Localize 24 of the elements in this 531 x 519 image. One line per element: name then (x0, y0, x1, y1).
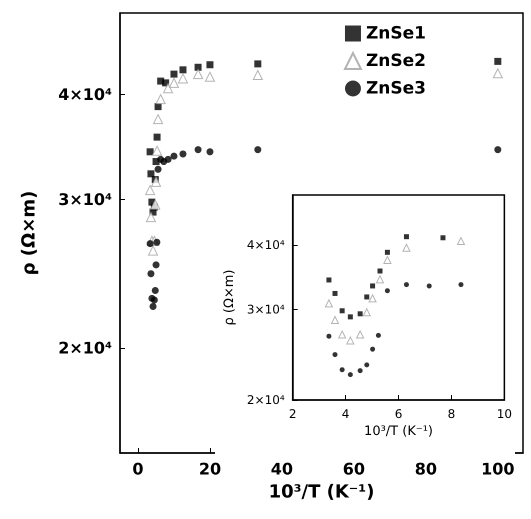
y-tick-label: 4×10⁴ (58, 85, 112, 104)
legend-label: ZnSe1 (366, 24, 426, 44)
y-tick-label: 2×10⁴ (58, 338, 112, 358)
y-tick-label: 3×10⁴ (246, 302, 285, 316)
x-tick-label: 4 (342, 407, 350, 421)
y-axis-title: ρ (Ω×m) (222, 269, 237, 326)
x-tick-label: 0 (132, 460, 144, 478)
x-tick-label: 60 (342, 460, 366, 478)
y-tick-label: 3×10⁴ (58, 190, 112, 210)
x-axis-title: 10³/T (K⁻¹) (268, 482, 374, 502)
x-tick-label: 6 (394, 407, 402, 421)
x-tick-label: 80 (414, 460, 437, 478)
legend-label: ZnSe2 (366, 51, 426, 71)
x-tick-label: 8 (448, 407, 456, 421)
y-tick-label: 4×10⁴ (246, 238, 285, 252)
y-axis-title: ρ (Ω×m) (18, 190, 40, 276)
y-tick-label: 2×10⁴ (246, 393, 285, 407)
x-tick-label: 40 (270, 460, 294, 478)
x-tick-label: 10 (496, 407, 512, 421)
x-tick-label: 100 (481, 460, 515, 478)
x-tick-label: 20 (198, 460, 222, 478)
x-tick-label: 2 (288, 407, 296, 421)
x-axis-title: 10³/T (K⁻¹) (364, 424, 433, 439)
legend-label: ZnSe3 (366, 78, 426, 98)
